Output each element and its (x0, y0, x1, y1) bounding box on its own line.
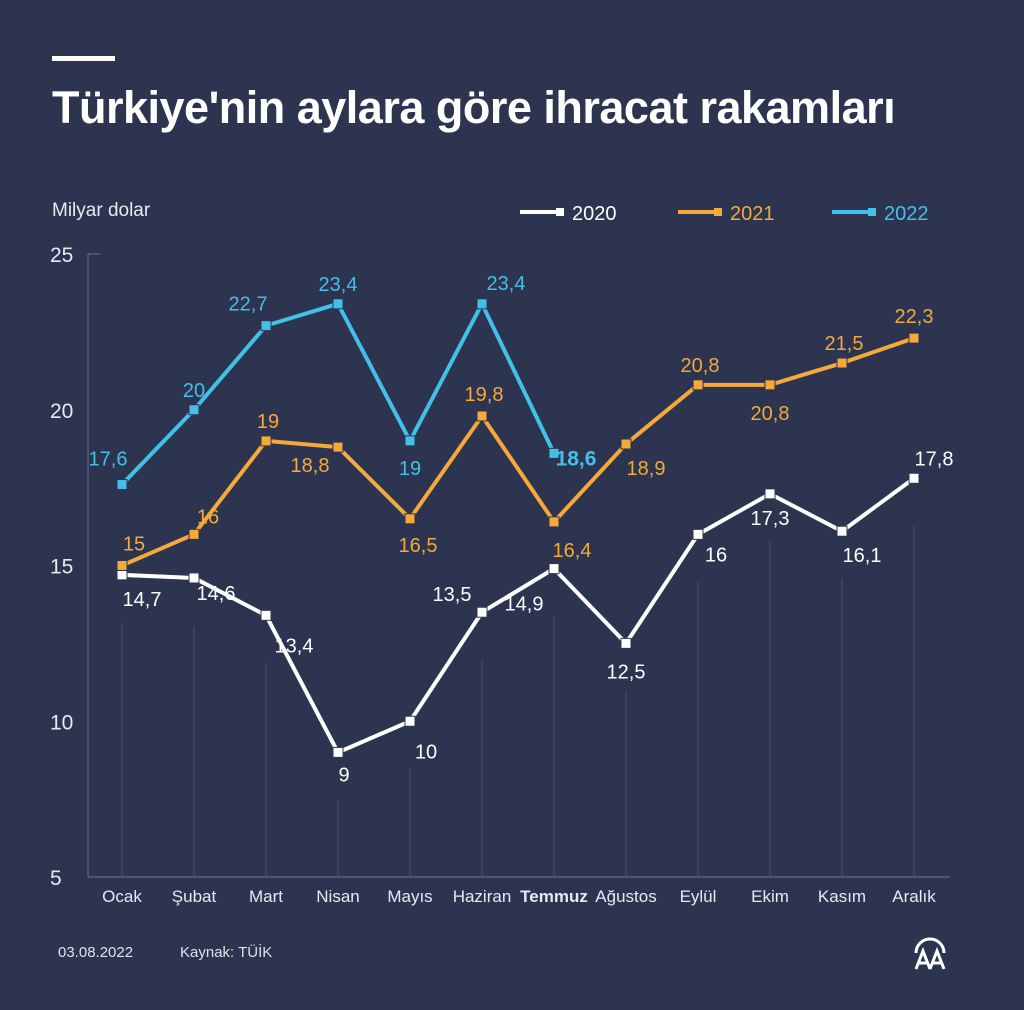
data-label-2020: 13,5 (433, 584, 472, 606)
data-point-2022 (332, 298, 344, 310)
data-point-2020 (836, 525, 848, 537)
x-tick-label: Ağustos (595, 887, 656, 906)
legend-label: 2022 (884, 203, 929, 225)
data-point-2020 (476, 606, 488, 618)
data-point-2021 (692, 379, 704, 391)
data-label-2022: 22,7 (229, 294, 268, 316)
data-point-2020 (404, 715, 416, 727)
data-label-2021: 21,5 (825, 333, 864, 355)
legend-marker (868, 208, 876, 216)
data-label-2021: 19,8 (465, 384, 504, 406)
data-point-2022 (404, 435, 416, 447)
data-label-2020: 13,4 (275, 635, 314, 657)
data-point-2021 (332, 441, 344, 453)
data-label-2020: 17,8 (915, 448, 954, 470)
data-point-2021 (404, 513, 416, 525)
data-label-2020: 17,3 (751, 508, 790, 530)
series-line-2021 (121, 336, 915, 568)
data-label-2020: 14,6 (197, 583, 236, 605)
data-label-2022: 23,4 (319, 274, 358, 296)
data-point-2021 (116, 560, 128, 571)
y-tick-label: 10 (50, 711, 73, 734)
data-label-2020: 12,5 (607, 661, 646, 683)
x-tick-label: Haziran (453, 887, 512, 906)
x-tick-label: Ekim (751, 887, 789, 906)
legend-label: 2020 (572, 203, 617, 225)
x-tick-label: Mayıs (387, 887, 432, 906)
y-tick-label: 5 (50, 867, 62, 890)
data-label-2021: 16,5 (399, 535, 438, 557)
x-tick-label: Eylül (680, 887, 717, 906)
data-label-2021: 16,4 (553, 540, 592, 562)
data-point-2020 (692, 528, 704, 540)
x-tick-label: Mart (249, 887, 283, 906)
legend-marker (714, 208, 722, 216)
data-label-2021: 16 (197, 506, 219, 528)
data-label-2020: 16 (705, 544, 727, 566)
x-tick-label: Nisan (316, 887, 359, 906)
x-tick-label: Ocak (102, 887, 142, 906)
data-point-2021 (548, 516, 560, 528)
data-point-2020 (620, 637, 632, 649)
data-point-2020 (260, 609, 272, 621)
data-point-2021 (188, 528, 200, 540)
data-label-2021: 22,3 (895, 306, 934, 328)
data-point-2021 (836, 357, 848, 369)
aa-logo-icon (914, 937, 946, 970)
footer-source: Kaynak: TÜİK (180, 944, 273, 961)
data-label-2021: 15 (123, 534, 145, 556)
x-tick-label: Şubat (172, 887, 217, 906)
data-label-2021: 20,8 (681, 355, 720, 377)
data-point-2022 (260, 320, 272, 332)
data-label-2020: 10 (415, 741, 437, 763)
y-tick-label: 15 (50, 556, 73, 579)
data-point-2021 (476, 410, 488, 422)
series-line-2020 (121, 476, 916, 755)
x-tick-label: Aralık (892, 887, 936, 906)
data-point-2020 (908, 472, 920, 484)
data-point-2020 (116, 569, 128, 581)
data-point-2020 (764, 488, 776, 500)
y-tick-label: 25 (50, 244, 73, 267)
data-label-2021: 18,9 (627, 458, 666, 480)
data-point-2020 (188, 572, 200, 584)
data-label-2022: 20 (183, 380, 205, 402)
page-title: Türkiye'nin aylara göre ihracat rakamlar… (52, 82, 896, 133)
data-point-2021 (908, 332, 920, 344)
data-label-2020: 9 (338, 764, 349, 786)
y-axis-label: Milyar dolar (52, 200, 151, 221)
data-label-2020: 14,7 (123, 589, 162, 611)
data-label-2022: 18,6 (556, 447, 597, 470)
data-point-2020 (548, 563, 560, 575)
x-tick-label: Kasım (818, 887, 866, 906)
data-label-2020: 14,9 (505, 594, 544, 616)
data-label-2022: 23,4 (487, 273, 526, 295)
data-label-2022: 19 (399, 458, 421, 480)
data-point-2022 (188, 404, 200, 416)
legend-label: 2021 (730, 203, 775, 225)
legend-marker (556, 208, 564, 216)
data-label-2021: 19 (257, 411, 279, 433)
data-point-2022 (548, 447, 560, 459)
footer-date: 03.08.2022 (58, 944, 134, 961)
data-label-2021: 20,8 (751, 403, 790, 425)
data-point-2021 (260, 435, 272, 447)
title-accent-bar (52, 56, 115, 61)
data-point-2021 (764, 379, 776, 391)
data-point-2021 (620, 438, 632, 450)
data-label-2020: 16,1 (843, 545, 882, 567)
data-label-2021: 18,8 (291, 455, 330, 477)
data-label-2022: 17,6 (89, 449, 128, 471)
data-point-2022 (476, 298, 488, 310)
y-tick-label: 20 (50, 400, 73, 423)
data-point-2020 (332, 746, 344, 758)
x-tick-label: Temmuz (520, 887, 588, 906)
data-point-2022 (116, 479, 128, 491)
